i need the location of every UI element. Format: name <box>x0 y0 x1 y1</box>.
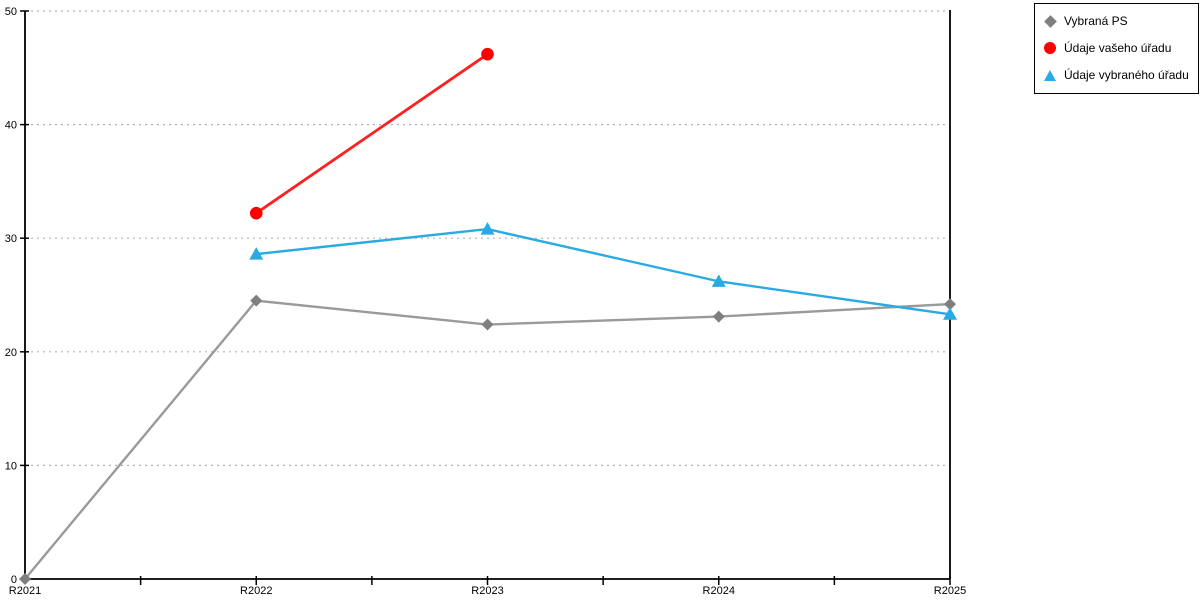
legend-label-udaje-vybraneho-uradu: Údaje vybraného úřadu <box>1064 68 1189 82</box>
gridlines <box>25 10 950 466</box>
legend-item-vybrana-ps: Vybraná PS <box>1043 14 1189 28</box>
circle-marker-icon <box>1043 42 1057 55</box>
series-2 <box>249 222 957 320</box>
y-tick-label: 20 <box>5 347 17 359</box>
series-0 <box>19 294 956 585</box>
x-axis-ticks: R2021 R2022 R2023 R2024 R2025 <box>9 576 966 597</box>
y-tick-label: 10 <box>5 460 17 472</box>
legend-item-udaje-vaseho-uradu: Údaje vašeho úřadu <box>1043 41 1189 55</box>
diamond-marker-icon <box>1043 14 1057 28</box>
legend-label-vybrana-ps: Vybraná PS <box>1064 14 1128 28</box>
triangle-marker-icon <box>1043 69 1057 82</box>
series-1 <box>249 47 494 220</box>
x-tick-label: R2024 <box>703 585 735 597</box>
x-tick-label: R2021 <box>9 585 41 597</box>
y-tick-label: 30 <box>5 233 17 245</box>
y-tick-label: 50 <box>5 6 17 18</box>
x-tick-label: R2025 <box>934 585 966 597</box>
chart-legend: Vybraná PS Údaje vašeho úřadu Údaje vybr… <box>1034 3 1199 94</box>
legend-item-udaje-vybraneho-uradu: Údaje vybraného úřadu <box>1043 68 1189 82</box>
y-tick-label: 40 <box>5 120 17 132</box>
y-tick-label: 0 <box>11 574 17 586</box>
x-tick-label: R2023 <box>471 585 503 597</box>
x-tick-label: R2022 <box>240 585 272 597</box>
legend-label-udaje-vaseho-uradu: Údaje vašeho úřadu <box>1064 41 1172 55</box>
